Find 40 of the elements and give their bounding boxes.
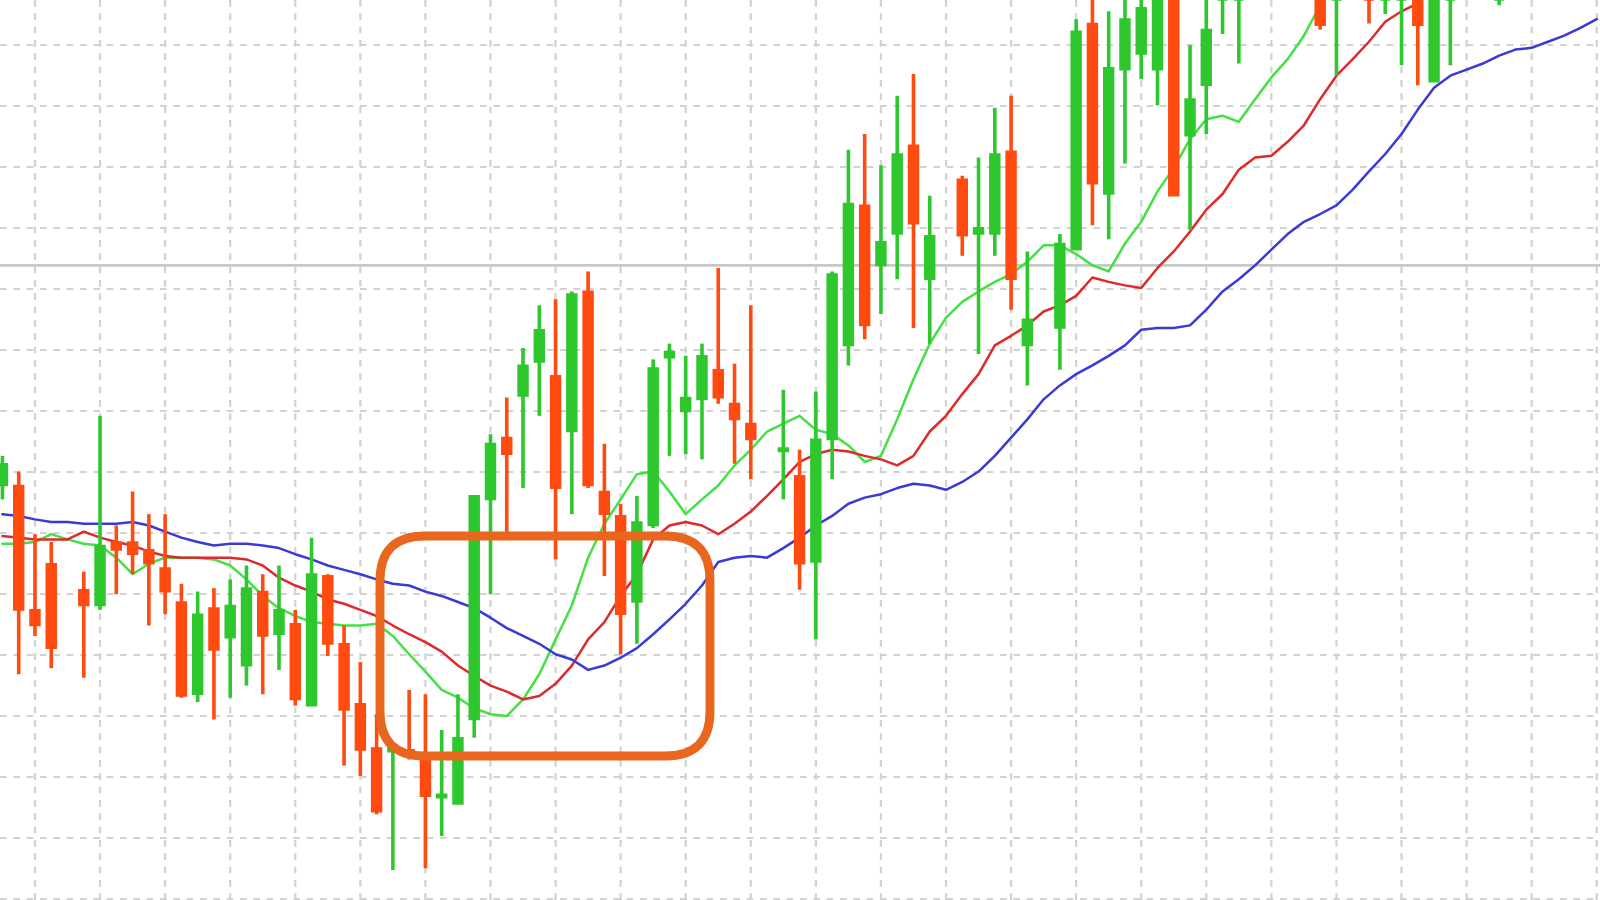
candlestick [1412, 0, 1424, 88]
candlestick [777, 387, 790, 502]
candlestick [663, 341, 676, 458]
candlestick [224, 577, 236, 700]
candlestick [1216, 0, 1229, 36]
candlestick [712, 266, 724, 406]
candlestick [273, 563, 285, 672]
candlestick [598, 441, 611, 578]
candlestick [110, 523, 123, 597]
candlestick [1233, 0, 1245, 66]
candlestick [517, 346, 529, 490]
candlestick [1493, 0, 1505, 8]
candlestick [354, 660, 367, 778]
candlestick [533, 303, 546, 418]
candlestick [1314, 0, 1326, 32]
candlestick [1363, 0, 1375, 26]
candlestick [159, 512, 171, 617]
candlestick [1444, 0, 1457, 68]
candlestick [679, 354, 692, 456]
candlestick [419, 692, 432, 871]
candlestick [728, 361, 741, 466]
candlestick [1379, 0, 1391, 16]
candlestick [924, 193, 936, 346]
candlestick [208, 586, 220, 722]
candlestick [1021, 249, 1034, 388]
candlestick [78, 569, 90, 680]
candlestick [972, 155, 985, 356]
candlestick [696, 341, 708, 462]
candlestick [29, 532, 41, 638]
candlestick [1184, 43, 1196, 232]
candlestick [501, 395, 513, 536]
candlestick [1330, 0, 1343, 78]
candlestick [143, 512, 155, 628]
candlestick [875, 163, 887, 316]
candlestick [745, 303, 757, 482]
candlestick [1135, 0, 1147, 81]
candlestick [257, 572, 269, 697]
candlestick [435, 728, 448, 838]
candlestick [1395, 0, 1408, 68]
candlestick [126, 489, 139, 577]
